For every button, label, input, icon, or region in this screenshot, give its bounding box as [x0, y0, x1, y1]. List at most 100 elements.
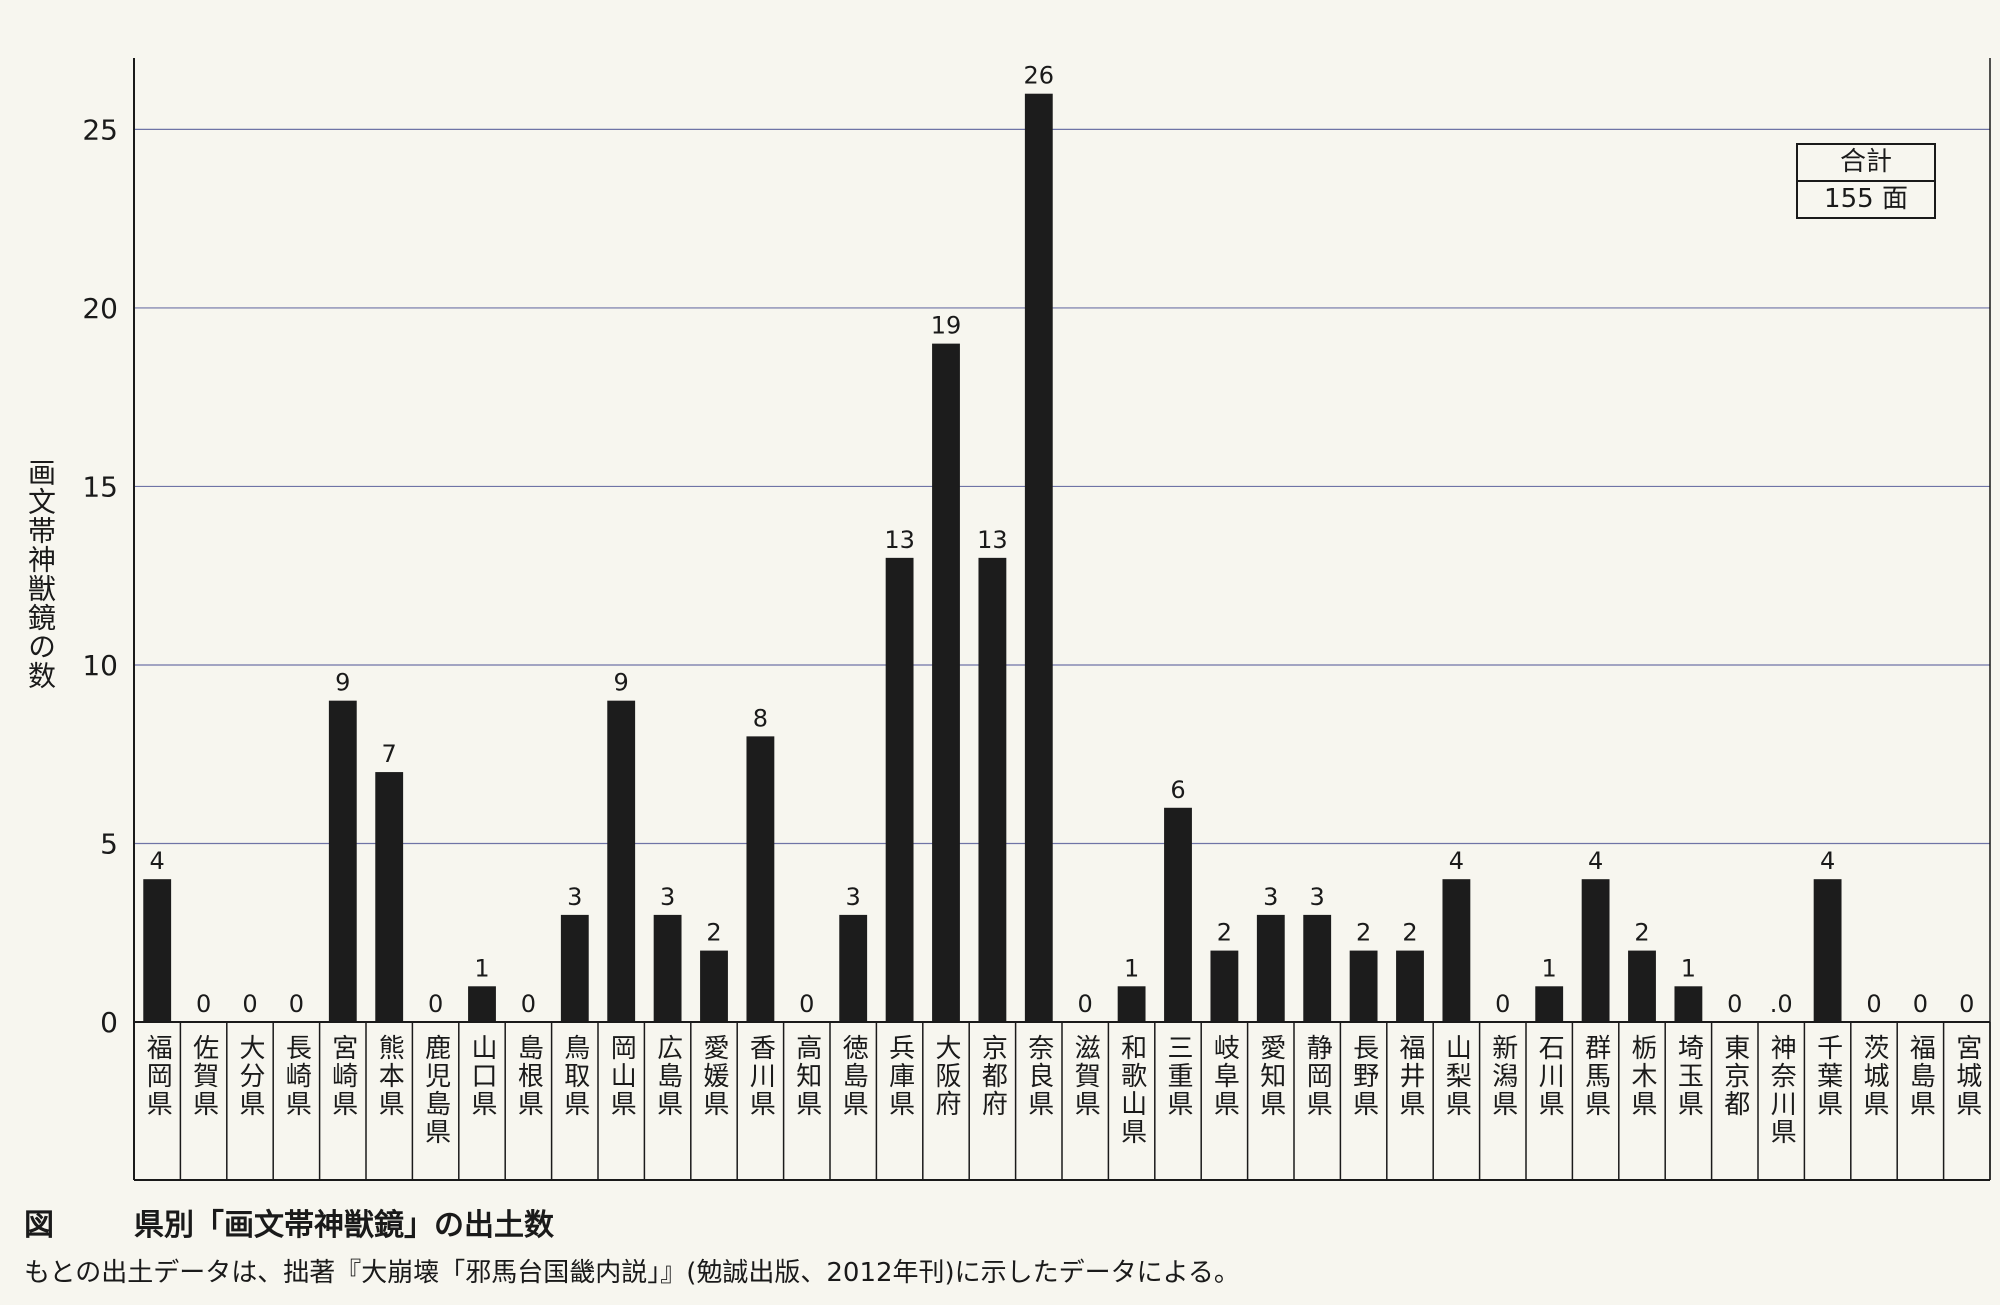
category-label: 茨城県 — [1859, 1034, 1889, 1118]
value-label: 0 — [1959, 990, 1974, 1018]
category-label: 奈良県 — [1024, 1034, 1054, 1118]
category-label: 長崎県 — [281, 1034, 311, 1118]
category-label: 福岡県 — [142, 1034, 172, 1118]
value-label: 3 — [567, 883, 582, 911]
bar — [885, 557, 914, 1022]
value-label: 1 — [474, 954, 489, 982]
bar — [328, 700, 357, 1022]
category-label: 佐賀県 — [189, 1034, 219, 1118]
bar — [932, 343, 960, 1022]
bar — [1024, 93, 1053, 1022]
value-labels: 4 0 0 0 9 7 0 1 0 3 9 3 2 8 0 3 13 19 13 26 0 1 6 2 3 3 2 2 4 0 1 4 2 1 0.… — [150, 62, 1975, 1018]
bar — [1396, 950, 1424, 1022]
value-label: 0 — [1727, 990, 1742, 1018]
value-label: 9 — [614, 669, 629, 697]
bar — [1813, 879, 1842, 1022]
value-label: 2 — [1217, 919, 1232, 947]
value-label: 3 — [660, 883, 675, 911]
category-label: 福井県 — [1395, 1034, 1425, 1118]
category-label: 長野県 — [1349, 1034, 1379, 1118]
bar — [700, 950, 728, 1022]
bar — [1442, 879, 1471, 1022]
value-label: 3 — [846, 883, 861, 911]
value-label: 2 — [1402, 919, 1417, 947]
y-tick-label: 0 — [100, 1006, 118, 1039]
total-value: 155 面 — [1798, 180, 1934, 217]
value-label: 0 — [1495, 990, 1510, 1018]
category-label: 愛知県 — [1256, 1034, 1286, 1118]
total-box: 合計 155 面 — [1796, 143, 1936, 219]
bar — [1164, 807, 1192, 1022]
value-label: 3 — [1310, 883, 1325, 911]
category-label: 熊本県 — [374, 1034, 404, 1118]
value-label: 0 — [289, 990, 304, 1018]
value-label: 4 — [1449, 847, 1464, 875]
figure-label: 図 — [24, 1208, 54, 1243]
value-label: 0 — [196, 990, 211, 1018]
value-label: 9 — [335, 669, 350, 697]
bar — [746, 736, 775, 1022]
axes — [133, 58, 1991, 1180]
category-label: 島根県 — [513, 1034, 543, 1118]
bar — [1210, 950, 1239, 1022]
figure-caption: 図 県別「画文帯神獣鏡」の出土数 — [24, 1200, 554, 1244]
category-label: 栃木県 — [1627, 1034, 1657, 1118]
bar — [1674, 986, 1703, 1022]
category-label: 東京都 — [1720, 1034, 1750, 1118]
category-label: 滋賀県 — [1070, 1034, 1100, 1118]
y-tick-label: 20 — [82, 292, 118, 325]
category-label: 愛媛県 — [699, 1034, 729, 1118]
value-label: 1 — [1681, 954, 1696, 982]
category-label: 宮崎県 — [328, 1034, 358, 1118]
y-tick-label: 15 — [82, 470, 118, 503]
category-label: 山口県 — [467, 1034, 497, 1118]
category-label: 鳥取県 — [560, 1034, 590, 1118]
category-label: 香川県 — [745, 1034, 775, 1118]
category-label: 静岡県 — [1302, 1034, 1332, 1118]
value-label: 8 — [753, 704, 768, 732]
category-label: 高知県 — [792, 1034, 822, 1118]
value-label: 19 — [931, 312, 962, 340]
bar — [839, 914, 868, 1022]
category-label: 京都府 — [977, 1034, 1007, 1118]
value-label: .0 — [1770, 990, 1793, 1018]
category-label: 宮城県 — [1952, 1034, 1982, 1118]
category-label: 山梨県 — [1441, 1034, 1471, 1118]
total-label: 合計 — [1839, 147, 1892, 177]
y-tick-label: 5 — [100, 827, 118, 860]
value-label: 1 — [1124, 954, 1139, 982]
category-label: 埼玉県 — [1673, 1034, 1703, 1118]
bar — [607, 700, 636, 1022]
value-label: 13 — [977, 526, 1008, 554]
chart-title: 県別「画文帯神獣鏡」の出土数 — [134, 1208, 554, 1243]
category-label: 福島県 — [1905, 1034, 1935, 1118]
y-axis-label: 画文帯神獣鏡の数 — [24, 458, 57, 690]
category-label: 三重県 — [1163, 1034, 1193, 1118]
value-label: 1 — [1542, 954, 1557, 982]
value-label: 4 — [1588, 847, 1603, 875]
category-label: 兵庫県 — [885, 1034, 915, 1118]
value-label: 6 — [1170, 776, 1185, 804]
value-label: 26 — [1024, 62, 1055, 90]
category-label: 岡山県 — [606, 1034, 636, 1118]
bar — [1303, 914, 1332, 1022]
bar — [1349, 950, 1378, 1022]
category-label: 和歌山県 — [1117, 1034, 1147, 1146]
value-label: 0 — [428, 990, 443, 1018]
value-label: 4 — [150, 847, 165, 875]
category-label: 新潟県 — [1488, 1034, 1518, 1118]
category-label: 鹿児島県 — [421, 1034, 451, 1146]
category-label: 千葉県 — [1813, 1034, 1843, 1118]
value-label: 2 — [1634, 919, 1649, 947]
value-label: 0 — [1866, 990, 1881, 1018]
value-label: 0 — [799, 990, 814, 1018]
category-label: 群馬県 — [1581, 1034, 1611, 1118]
bar — [1535, 986, 1564, 1022]
bar — [375, 772, 404, 1022]
bar — [468, 986, 496, 1022]
y-tick-label: 10 — [82, 649, 118, 682]
value-label: 0 — [1078, 990, 1093, 1018]
category-table: 福岡県 佐賀県 大分県 長崎県 宮崎県 熊本県 鹿児島県 山口県 島根県 鳥取県 岡山県 広島県 愛媛県… — [133, 1022, 1991, 1181]
value-label: 2 — [1356, 919, 1371, 947]
